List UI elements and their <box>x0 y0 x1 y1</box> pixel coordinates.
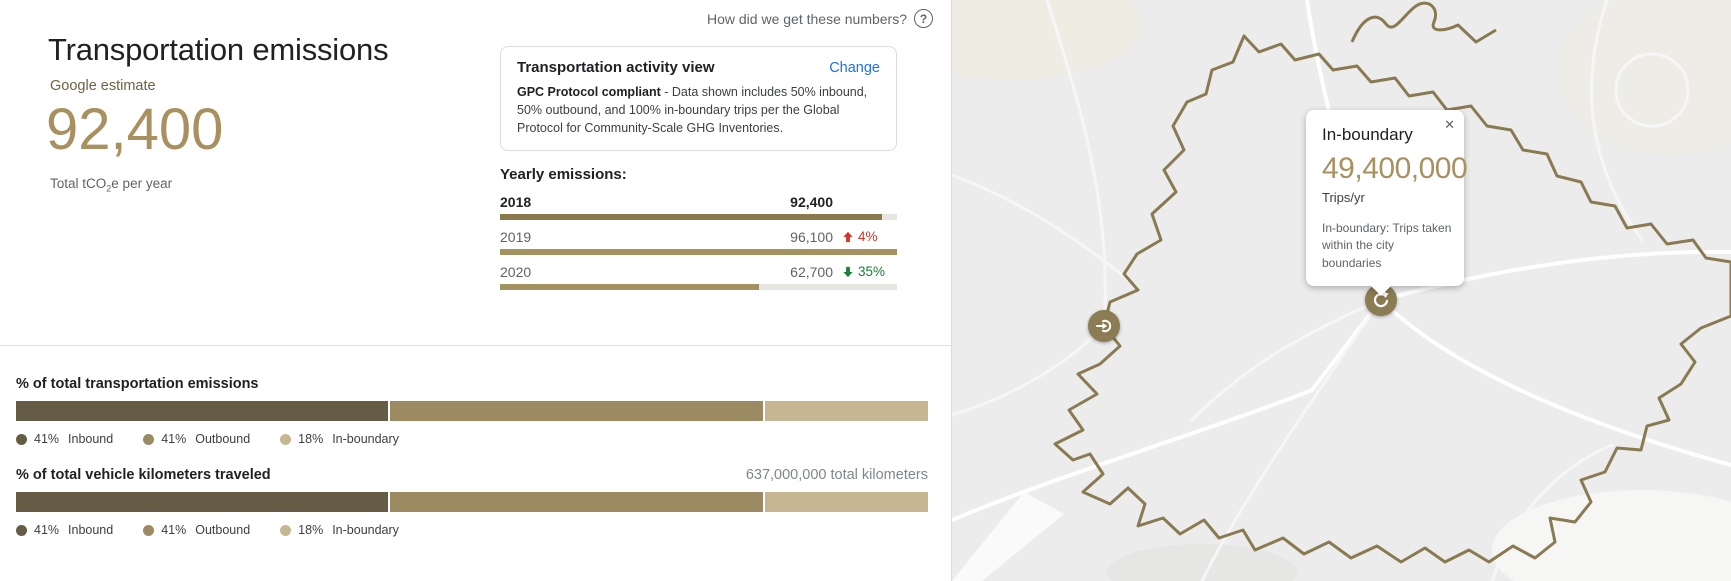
change-indicator: 35% <box>833 264 897 279</box>
page-title: Transportation emissions <box>48 32 389 67</box>
legend-item-outbound: 41% Outbound <box>143 432 250 446</box>
tooltip-value: 49,400,000 <box>1322 152 1468 185</box>
year-value: 96,100 <box>790 228 833 245</box>
google-estimate-label: Google estimate <box>50 78 156 94</box>
bar-segment-outbound <box>390 492 763 512</box>
legend-dot-icon <box>280 524 292 536</box>
legend-item-inbound: 41% Inbound <box>16 432 113 446</box>
legend-item-inbound: 41% Inbound <box>16 523 113 537</box>
map-canvas[interactable]: ✕ In-boundary 49,400,000 Trips/yr In-bou… <box>952 0 1731 581</box>
inbound-trips-marker[interactable] <box>1088 310 1120 342</box>
legend-label: In-boundary <box>332 432 399 446</box>
bar-segment-outbound <box>390 401 763 421</box>
change-button[interactable]: Change <box>829 59 880 76</box>
year-bar-fill <box>500 214 882 220</box>
arrow-down-icon <box>843 266 853 277</box>
close-icon[interactable]: ✕ <box>1444 117 1455 132</box>
legend-dot-icon <box>280 433 292 445</box>
help-link-label: How did we get these numbers? <box>707 10 907 27</box>
breakdown-section: % of total transportation emissions 41% … <box>16 376 928 537</box>
bar-segment-in-boundary <box>764 401 928 421</box>
yearly-emissions-heading: Yearly emissions: <box>500 166 627 183</box>
tooltip-title: In-boundary <box>1322 125 1413 144</box>
question-mark-icon[interactable]: ? <box>914 9 933 28</box>
emissions-stacked-bar <box>16 401 928 421</box>
legend-dot-icon <box>143 524 155 536</box>
bar-segment-inbound <box>16 492 389 512</box>
year-label: 2020 <box>500 263 532 280</box>
legend-percent: 41% <box>34 523 60 537</box>
emissions-panel: How did we get these numbers? ? Transpor… <box>0 0 952 581</box>
legend-label: In-boundary <box>332 523 399 537</box>
year-bar-fill <box>500 249 897 255</box>
legend-percent: 41% <box>34 432 60 446</box>
yearly-row-2019: 2019 96,100 4% <box>500 228 897 255</box>
legend-label: Outbound <box>195 523 251 537</box>
year-bar-track <box>500 249 897 255</box>
legend-percent: 41% <box>161 432 187 446</box>
activity-card-description: GPC Protocol compliant - Data shown incl… <box>517 85 868 135</box>
year-bar-track <box>500 284 897 290</box>
in-boundary-tooltip: ✕ In-boundary 49,400,000 Trips/yr In-bou… <box>1306 110 1468 297</box>
legend-label: Inbound <box>68 523 114 537</box>
year-value: 92,400 <box>790 193 833 210</box>
legend-label: Outbound <box>195 432 251 446</box>
year-bar-fill <box>500 284 759 290</box>
bar-segment-inbound <box>16 401 389 421</box>
emissions-breakdown-heading: % of total transportation emissions <box>16 376 259 392</box>
change-indicator: 4% <box>833 229 897 244</box>
legend-item-in-boundary: 18% In-boundary <box>280 523 399 537</box>
legend-item-outbound: 41% Outbound <box>143 523 250 537</box>
tooltip-description: In-boundary: Trips taken within the city… <box>1322 221 1452 270</box>
year-value: 62,700 <box>790 263 833 280</box>
vkt-breakdown-heading: % of total vehicle kilometers traveled <box>16 467 271 483</box>
total-emissions-caption: Total tCO2e per year <box>50 176 173 194</box>
help-link[interactable]: How did we get these numbers? ? <box>707 9 933 28</box>
tooltip-unit: Trips/yr <box>1322 190 1365 205</box>
total-kilometers-label: 637,000,000 total kilometers <box>745 467 928 483</box>
year-bar-track <box>500 214 897 220</box>
legend-item-in-boundary: 18% In-boundary <box>280 432 399 446</box>
legend-percent: 18% <box>298 432 324 446</box>
vkt-stacked-bar <box>16 492 928 512</box>
yearly-row-2018: 2018 92,400 <box>500 193 897 220</box>
map-terrain-patch <box>952 0 1142 80</box>
year-label: 2018 <box>500 193 532 210</box>
total-emissions-value: 92,400 <box>46 97 224 162</box>
inbound-arrow-icon <box>1096 319 1112 333</box>
change-percent: 4% <box>858 229 878 244</box>
legend-percent: 18% <box>298 523 324 537</box>
section-divider <box>0 345 952 346</box>
bar-segment-in-boundary <box>764 492 928 512</box>
arrow-up-icon <box>843 231 853 242</box>
transportation-activity-card: Transportation activity view Change GPC … <box>500 46 897 152</box>
year-label: 2019 <box>500 228 532 245</box>
yearly-emissions-section: Yearly emissions: 2018 92,400 2019 96,10… <box>500 166 897 298</box>
city-map <box>952 0 1731 581</box>
legend-percent: 41% <box>161 523 187 537</box>
legend-dot-icon <box>16 433 27 445</box>
yearly-row-2020: 2020 62,700 35% <box>500 263 897 290</box>
legend-label: Inbound <box>68 432 114 446</box>
legend-dot-icon <box>16 524 27 536</box>
legend-dot-icon <box>143 433 155 445</box>
vkt-legend: 41% Inbound 41% Outbound 18% In-boundary <box>16 523 928 537</box>
activity-card-title: Transportation activity view <box>517 59 715 76</box>
emissions-legend: 41% Inbound 41% Outbound 18% In-boundary <box>16 432 928 446</box>
boundary-enclave-squiggle <box>1350 1 1497 44</box>
change-percent: 35% <box>858 264 886 279</box>
